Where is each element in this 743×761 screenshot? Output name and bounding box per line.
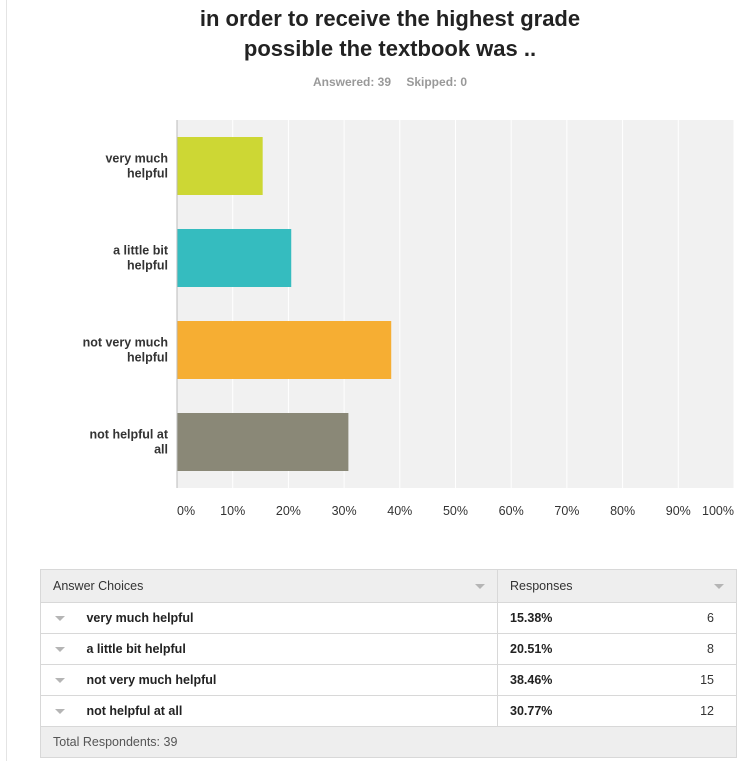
count-cell: 8 [636,633,737,665]
response-stats: Answered: 39 Skipped: 0 [60,75,720,89]
question-title-line-1: in order to receive the highest grade [199,6,581,31]
category-label: a little bit [113,244,169,258]
table-row: a little bit helpful 20.51% 8 [40,633,737,665]
bar-chart: very much helpful a little bit helpful not v… [0,110,743,530]
x-tick-label: 100% [702,504,734,518]
question-title: in order to receive the highest grade po… [60,4,720,64]
answer-choices-header-label: Answer Choices [53,579,144,593]
count-cell: 12 [636,695,737,727]
category-label: helpful [127,167,168,181]
percent-cell: 20.51% [497,633,637,665]
category-label: helpful [127,351,168,365]
x-tick-label: 20% [276,504,301,518]
sort-chevron-down-icon[interactable] [475,584,485,589]
bar [177,137,263,195]
bar [177,321,392,379]
table-row: not helpful at all 30.77% 12 [40,695,737,727]
x-tick-label: 10% [220,504,245,518]
percent-cell: 38.46% [497,664,637,696]
count-cell: 15 [636,664,737,696]
x-tick-label: 50% [443,504,468,518]
expand-chevron-down-icon[interactable] [55,678,65,684]
percent-cell: 30.77% [497,695,637,727]
x-tick-label: 80% [610,504,635,518]
x-tick-label: 40% [387,504,412,518]
category-label: helpful [127,259,168,273]
responses-table: Answer Choices Responses very much helpf… [40,569,737,758]
x-tick-label: 0% [177,504,195,518]
category-label: not very much [83,336,168,350]
choice-cell: not helpful at all [40,695,498,727]
responses-header-label: Responses [510,579,573,593]
table-row: not very much helpful 38.46% 15 [40,664,737,696]
choice-cell: a little bit helpful [40,633,498,665]
x-tick-label: 30% [332,504,357,518]
table-header-row: Answer Choices Responses [40,569,737,603]
sort-chevron-down-icon[interactable] [714,584,724,589]
x-tick-label: 90% [666,504,691,518]
question-title-line-2: possible the textbook was .. [243,36,537,61]
count-cell: 6 [636,602,737,634]
responses-header[interactable]: Responses [497,569,737,603]
answered-count: Answered: 39 [312,75,391,89]
table-row: very much helpful 15.38% 6 [40,602,737,634]
category-label: very much [105,152,168,166]
percent-cell: 15.38% [497,602,637,634]
expand-chevron-down-icon[interactable] [55,709,65,715]
expand-chevron-down-icon[interactable] [55,647,65,653]
x-tick-label: 70% [554,504,579,518]
choice-cell: not very much helpful [40,664,498,696]
expand-chevron-down-icon[interactable] [55,616,65,622]
x-tick-label: 60% [499,504,524,518]
total-respondents: Total Respondents: 39 [40,726,737,758]
choice-label: a little bit helpful [86,642,186,656]
choice-cell: very much helpful [40,602,498,634]
category-label: not helpful at [90,428,169,442]
bar [177,413,349,471]
page-left-border [6,0,7,761]
choice-label: not very much helpful [86,673,217,687]
skipped-count: Skipped: 0 [406,75,468,89]
answer-choices-header[interactable]: Answer Choices [40,569,498,603]
choice-label: very much helpful [86,611,194,625]
category-label: all [154,443,168,457]
total-respondents-row: Total Respondents: 39 [40,726,737,758]
bar [177,229,292,287]
choice-label: not helpful at all [86,704,183,718]
